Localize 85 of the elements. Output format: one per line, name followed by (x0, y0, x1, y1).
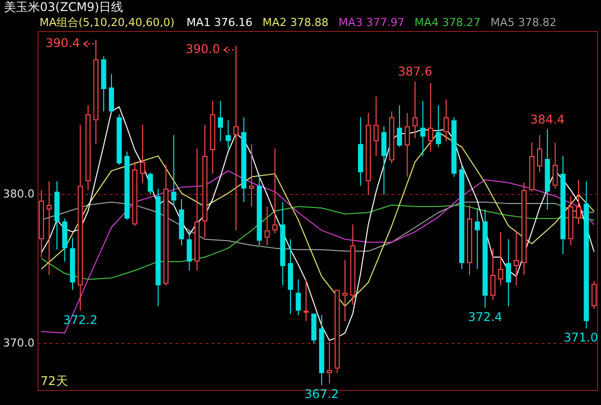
candlestick (521, 182, 527, 276)
candlestick (178, 198, 184, 246)
candlestick (38, 190, 44, 258)
candlestick (506, 238, 512, 307)
candlestick (86, 104, 91, 191)
text: 390.0 (186, 42, 220, 56)
annotation: 72天 (40, 374, 68, 388)
candlestick (592, 280, 597, 310)
legend-title: MA组合(5,10,20,40,60,0) (39, 16, 175, 29)
candlestick (404, 112, 410, 178)
candlestick (171, 134, 176, 208)
candlestick (374, 96, 379, 156)
candlestick (560, 155, 566, 255)
candlestick (54, 180, 60, 250)
candlestick (474, 208, 480, 270)
candlestick (116, 114, 122, 166)
text: MA1 376.16 (186, 16, 253, 29)
text: 387.6 (398, 64, 432, 79)
candlestick (444, 98, 449, 142)
candlestick (124, 150, 130, 220)
candlestick (311, 314, 316, 344)
candlestick (584, 180, 589, 330)
candlestick (186, 230, 192, 272)
text: 390.4 (46, 36, 80, 50)
candlestick (459, 166, 464, 270)
candlestick (451, 116, 457, 178)
candlestick (358, 116, 364, 186)
candlestick (280, 202, 286, 286)
candlestick (420, 100, 426, 156)
candlestick (288, 238, 294, 314)
text: MA2 378.88 (262, 16, 329, 29)
candlestick (576, 179, 582, 225)
candlestick (210, 100, 216, 174)
candlestick (218, 100, 224, 142)
candlestick (156, 188, 161, 307)
candlestick (514, 230, 519, 286)
candlestick (108, 74, 114, 114)
text: 384.4 (530, 112, 565, 126)
candlestick (46, 180, 52, 276)
text: 372.4 (468, 310, 502, 324)
candlestick (163, 164, 169, 286)
candlestick (436, 104, 441, 148)
candlestick (319, 314, 324, 386)
y-tick-label: 380.0 (2, 187, 34, 200)
candlestick (342, 260, 348, 322)
candlestick (334, 290, 340, 374)
candlestick (490, 248, 496, 301)
candlestick (428, 82, 434, 152)
candlestick (529, 142, 534, 192)
candlestick (366, 112, 371, 196)
candlestick (482, 209, 488, 308)
candlestick (296, 278, 301, 316)
candlestick (256, 173, 262, 246)
candlestick (466, 204, 472, 276)
candlestick (389, 110, 394, 164)
candlestick (202, 124, 208, 238)
candlestick (226, 120, 231, 150)
candlestick (101, 56, 106, 112)
candlestick (140, 124, 146, 184)
text: 367.2 (304, 387, 339, 402)
text: MA4 378.27 (414, 16, 481, 29)
candlestick (272, 148, 278, 234)
candlestick (544, 128, 550, 210)
candlestick (78, 124, 83, 312)
y-tick-label: 370.0 (2, 336, 34, 350)
candlestick (396, 104, 402, 148)
candlestick (350, 224, 356, 306)
candlestick (568, 196, 574, 246)
chart-title: 美玉米03(ZCM9)日线 (4, 0, 124, 14)
candlestick (70, 237, 76, 290)
candlestick (148, 172, 153, 196)
text: MA3 377.97 (338, 16, 405, 29)
candlestick (537, 134, 542, 173)
candlestick (194, 148, 200, 272)
candlestick (326, 341, 332, 384)
text: MA5 378.82 (490, 16, 557, 29)
candlestick (381, 126, 386, 196)
candlestick (249, 144, 254, 208)
candlestick (132, 161, 138, 226)
candlestick (62, 218, 68, 262)
candlestick (264, 206, 270, 246)
candlestick (241, 116, 246, 203)
candlestick (412, 81, 418, 139)
candlestick (498, 231, 504, 286)
candlestick (552, 142, 558, 190)
